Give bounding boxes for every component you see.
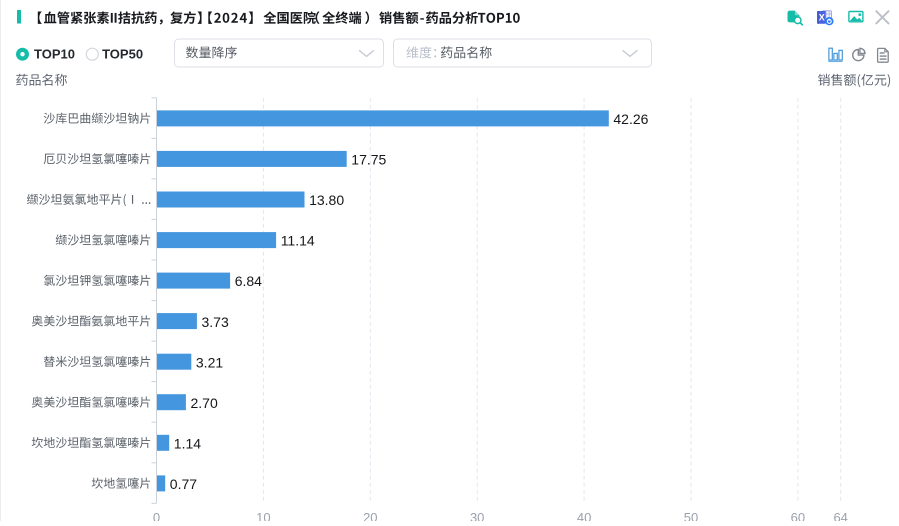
svg-text:17.75: 17.75 <box>351 152 386 168</box>
svg-text:X: X <box>819 13 825 23</box>
svg-text:42.26: 42.26 <box>613 111 648 127</box>
svg-text:TOP50: TOP50 <box>102 46 143 61</box>
svg-text:3.21: 3.21 <box>196 354 223 370</box>
svg-text:0: 0 <box>153 510 160 521</box>
svg-text:2.70: 2.70 <box>191 395 218 411</box>
svg-text:60: 60 <box>791 510 805 521</box>
svg-text:64: 64 <box>833 510 847 521</box>
svg-text:40: 40 <box>577 510 591 521</box>
svg-text:3.73: 3.73 <box>202 314 229 330</box>
svg-text:0.77: 0.77 <box>170 476 197 492</box>
svg-text:11.14: 11.14 <box>281 233 315 249</box>
svg-text:13.80: 13.80 <box>309 192 344 208</box>
svg-text:10: 10 <box>256 510 270 521</box>
svg-text:TOP10: TOP10 <box>34 46 75 61</box>
svg-text:50: 50 <box>684 510 698 521</box>
svg-text:1.14: 1.14 <box>174 435 201 451</box>
svg-text:30: 30 <box>470 510 484 521</box>
svg-text:6.84: 6.84 <box>235 273 262 289</box>
svg-text:20: 20 <box>363 510 377 521</box>
